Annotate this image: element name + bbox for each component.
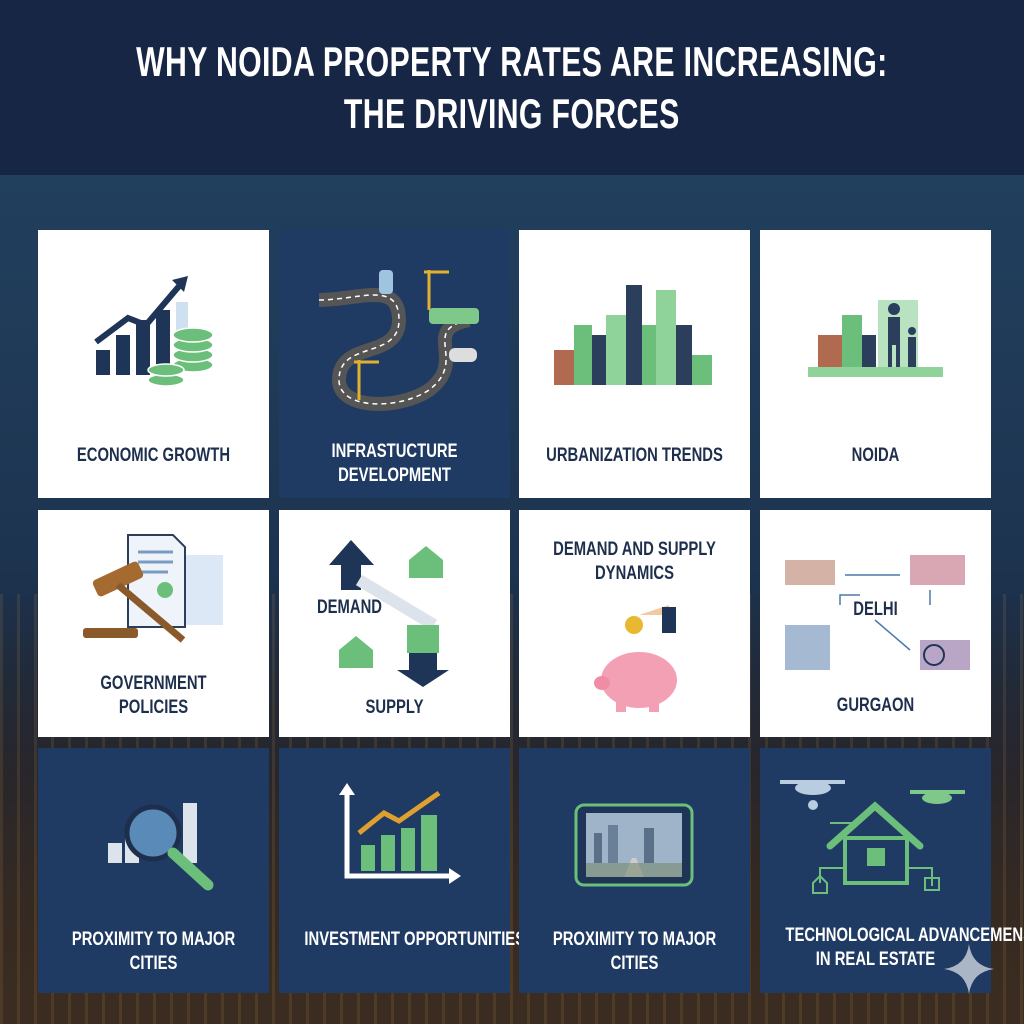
- gurgaon-label: GURGAON: [836, 695, 915, 716]
- tile-label-line-1: PROXIMITY TO MAJOR: [71, 929, 236, 950]
- city-connections-icon: [785, 555, 970, 670]
- tile-label-line-2: CITIES: [129, 953, 178, 974]
- tile-label-line-2: IN REAL ESTATE: [815, 949, 936, 970]
- tile-label-line-1: DEMAND AND SUPPLY: [553, 539, 716, 560]
- header-banner: WHY NOIDA PROPERTY RATES ARE INCREASING:…: [0, 0, 1024, 175]
- demand-label: DEMAND: [316, 597, 383, 618]
- tile-label: INVESTMENT OPPORTUNITIES: [304, 929, 526, 950]
- tile-demand-supply-dynamics: DEMAND AND SUPPLY DYNAMICS: [519, 510, 750, 737]
- tile-label-line-1: PROXIMITY TO MAJOR: [552, 929, 717, 950]
- tile-noida: NOIDA: [760, 230, 991, 498]
- tile-label: URBANIZATION TRENDS: [546, 445, 723, 466]
- tile-label-line-1: TECHNOLOGICAL ADVANCEMENS: [785, 925, 1024, 946]
- tile-urbanization-trends: URBANIZATION TRENDS: [519, 230, 750, 498]
- tile-economic-growth: ECONOMIC GROWTH: [38, 230, 269, 498]
- sparkle-icon: [944, 944, 994, 994]
- piggy-bank-icon: [594, 605, 677, 712]
- tile-proximity-major-cities-1: PROXIMITY TO MAJOR CITIES: [38, 748, 269, 993]
- growth-chart-coins-icon: [94, 276, 214, 387]
- tile-technological-advancements: TECHNOLOGICAL ADVANCEMENS IN REAL ESTATE: [760, 748, 1024, 993]
- supply-label: SUPPLY: [365, 697, 424, 718]
- tile-proximity-major-cities-2: PROXIMITY TO MAJOR CITIES: [519, 748, 750, 993]
- tile-investment-opportunities: INVESTMENT OPPORTUNITIES: [279, 748, 526, 993]
- tile-label-line-1: INFRASTUCTURE: [331, 441, 458, 462]
- smart-home-drone-icon: [780, 780, 965, 894]
- tile-label-line-2: POLICIES: [118, 697, 189, 718]
- tile-label: ECONOMIC GROWTH: [76, 445, 231, 466]
- title-line-1: WHY NOIDA PROPERTY RATES ARE INCREASING:: [136, 37, 888, 85]
- title-line-2: THE DRIVING FORCES: [344, 89, 680, 137]
- page-title: WHY NOIDA PROPERTY RATES ARE INCREASING:…: [136, 36, 887, 140]
- investment-chart-icon: [339, 783, 461, 884]
- city-skyline-icon: [554, 285, 712, 385]
- magnifier-chart-icon: [108, 803, 214, 891]
- delhi-label: DELHI: [853, 599, 898, 620]
- tile-label-line-2: CITIES: [610, 953, 659, 974]
- tile-label-line-2: DEVELOPMENT: [338, 465, 451, 486]
- tile-government-policies: GOVERNMENT POLICIES: [38, 510, 269, 737]
- demand-supply-arrows-icon: [329, 540, 449, 687]
- tile-infrastructure-development: INFRASTUCTURE DEVELOPMENT: [279, 230, 510, 498]
- tile-label-line-2: DYNAMICS: [594, 563, 675, 584]
- tile-demand-supply: DEMAND SUPPLY: [279, 510, 510, 737]
- gavel-document-icon: [83, 534, 223, 643]
- family-city-icon: [808, 300, 943, 377]
- tablet-city-icon: [574, 803, 694, 887]
- tile-delhi-gurgaon: DELHI GURGAON: [760, 510, 991, 737]
- tile-label: NOIDA: [851, 445, 900, 466]
- tile-label-line-1: GOVERNMENT: [100, 673, 207, 694]
- road-network-icon: [318, 270, 479, 411]
